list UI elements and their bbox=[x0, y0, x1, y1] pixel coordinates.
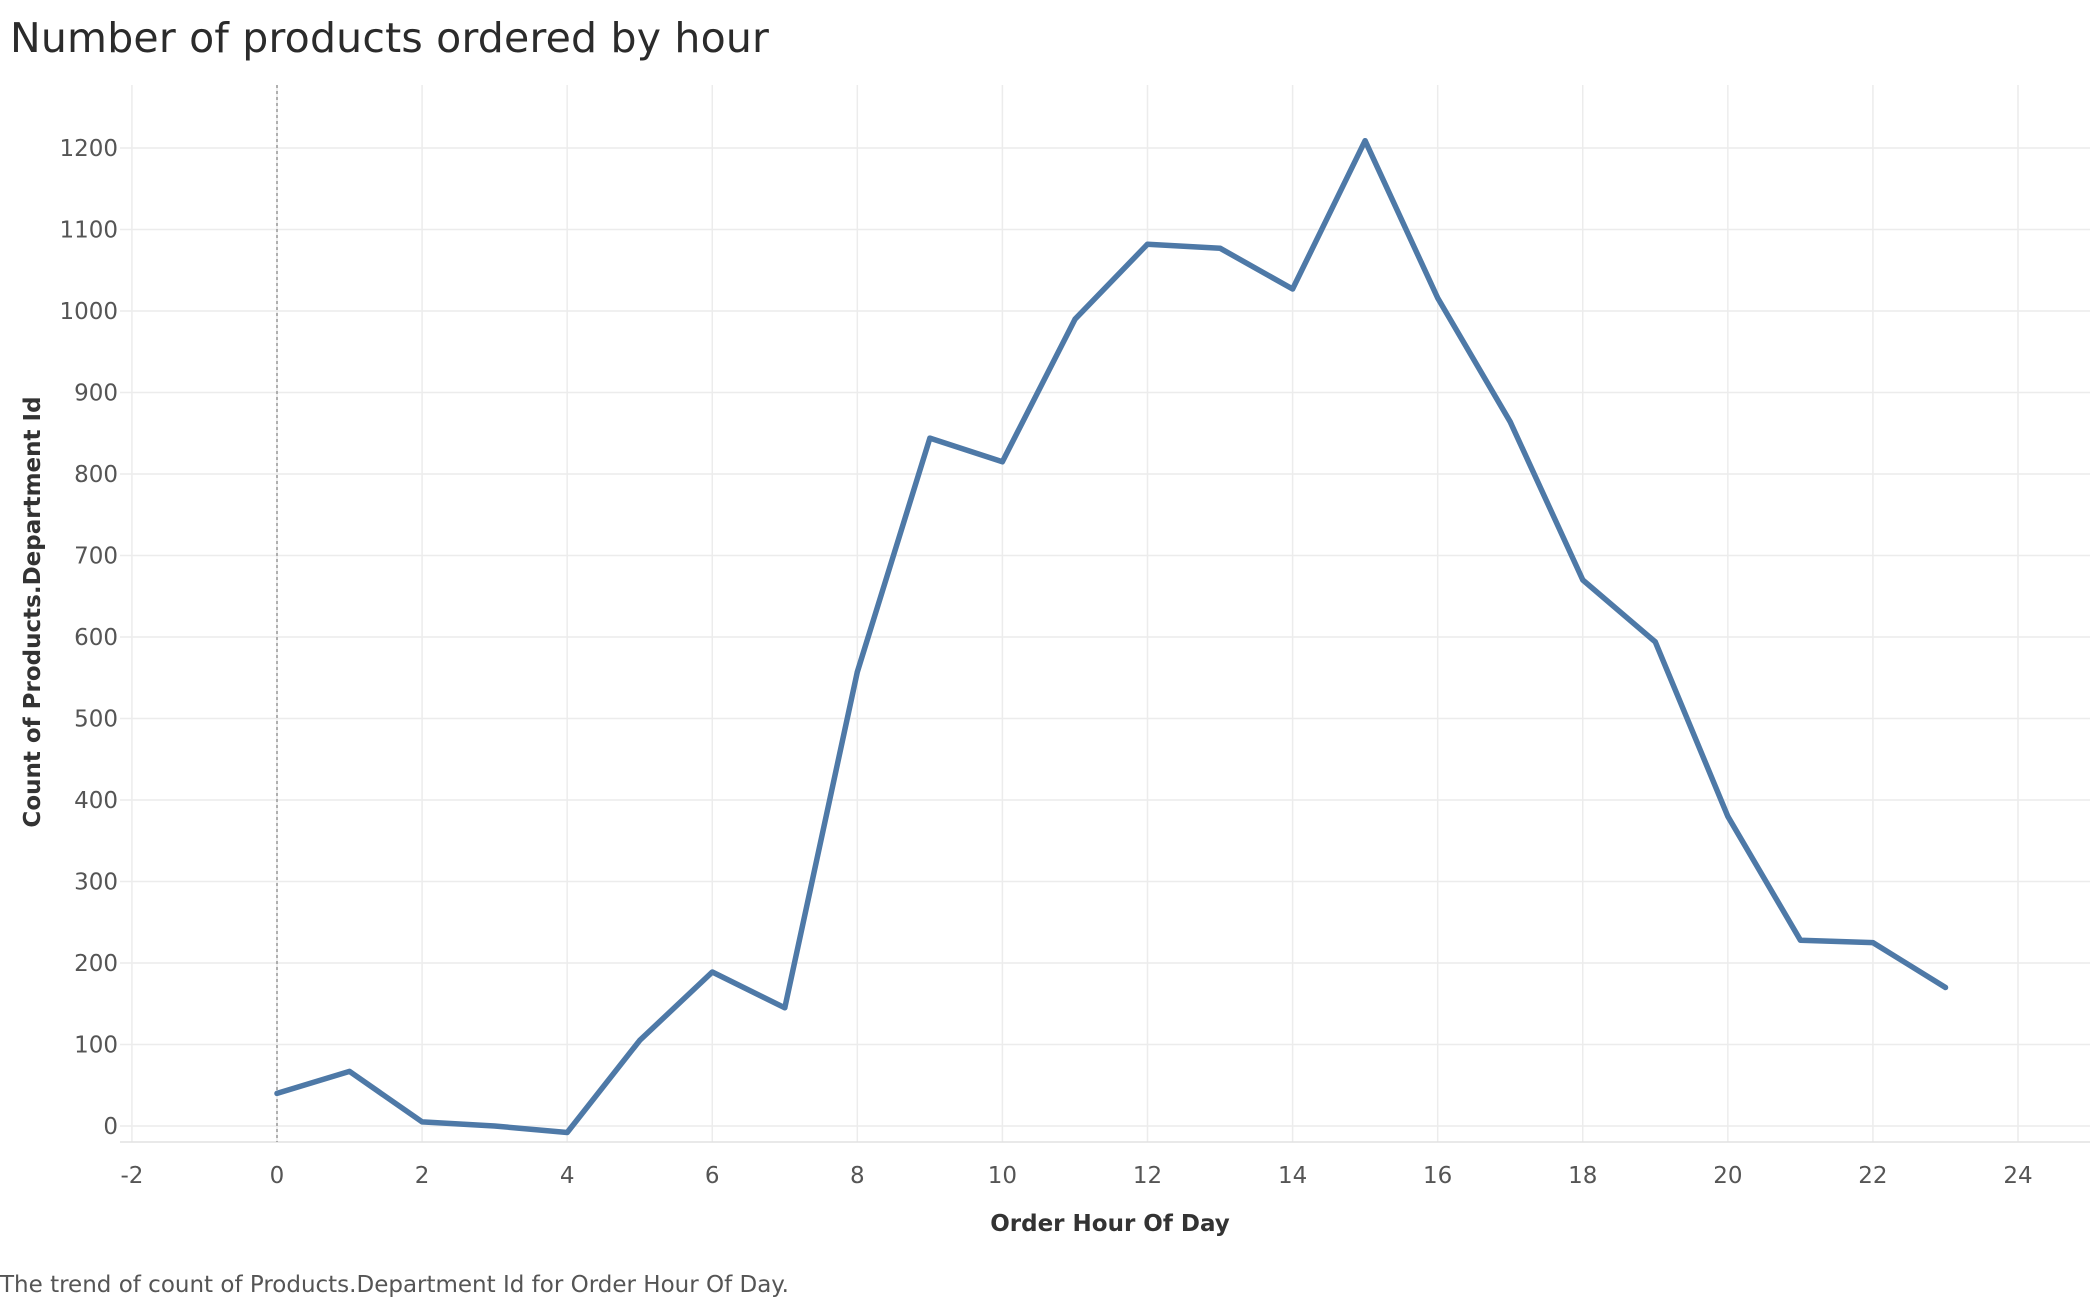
x-tick-label: 2 bbox=[415, 1163, 430, 1189]
data-point bbox=[782, 1005, 788, 1011]
data-point bbox=[1580, 577, 1586, 583]
x-axis-title: Order Hour Of Day bbox=[990, 1211, 1230, 1237]
x-tick-label: 24 bbox=[2003, 1163, 2032, 1189]
x-tick-label: 20 bbox=[1713, 1163, 1742, 1189]
y-tick-label: 900 bbox=[74, 381, 118, 407]
x-tick-label: 4 bbox=[560, 1163, 575, 1189]
y-tick-label: 100 bbox=[74, 1033, 118, 1059]
data-point bbox=[1942, 984, 1948, 990]
y-axis-ticks: 0 100 200 300 400 500 600 700 800 900 1000 1100 1200 bbox=[59, 136, 118, 1140]
y-tick-label: 1200 bbox=[59, 136, 118, 162]
y-tick-label: 200 bbox=[74, 951, 118, 977]
x-tick-label: 0 bbox=[270, 1163, 285, 1189]
chart-caption: The trend of count of Products.Departmen… bbox=[0, 1272, 789, 1298]
y-axis-title: Count of Products.Department Id bbox=[20, 396, 46, 827]
data-point bbox=[419, 1119, 425, 1125]
y-tick-label: 1100 bbox=[59, 218, 118, 244]
x-tick-label: 8 bbox=[850, 1163, 865, 1189]
data-point bbox=[274, 1090, 280, 1096]
data-point bbox=[1290, 286, 1296, 292]
data-point bbox=[1362, 138, 1368, 144]
chart-title: Number of products ordered by hour bbox=[10, 14, 770, 62]
data-point bbox=[1870, 940, 1876, 946]
data-point bbox=[927, 435, 933, 441]
data-point bbox=[854, 669, 860, 675]
data-point bbox=[564, 1130, 570, 1136]
x-tick-label: 22 bbox=[1858, 1163, 1887, 1189]
x-axis-ticks: -2 0 2 4 6 8 10 12 14 16 18 20 22 24 bbox=[120, 1163, 2032, 1189]
data-point bbox=[999, 459, 1005, 465]
grid bbox=[120, 85, 2090, 1143]
x-tick-label: 10 bbox=[988, 1163, 1017, 1189]
series-line bbox=[274, 137, 1949, 1136]
x-tick-label: 6 bbox=[705, 1163, 720, 1189]
y-tick-label: 500 bbox=[74, 707, 118, 733]
data-point bbox=[1435, 295, 1441, 301]
data-point bbox=[637, 1037, 643, 1043]
x-tick-label: 14 bbox=[1278, 1163, 1307, 1189]
y-tick-label: 300 bbox=[74, 870, 118, 896]
x-tick-label: 12 bbox=[1133, 1163, 1162, 1189]
data-point bbox=[1072, 316, 1078, 322]
y-tick-label: 600 bbox=[74, 625, 118, 651]
series-polyline bbox=[274, 137, 1949, 1136]
data-point bbox=[1145, 241, 1150, 247]
y-tick-label: 0 bbox=[103, 1114, 118, 1140]
y-tick-label: 800 bbox=[74, 462, 118, 488]
data-point bbox=[1507, 419, 1513, 425]
data-point bbox=[1725, 813, 1731, 819]
y-tick-label: 1000 bbox=[59, 299, 118, 325]
data-point bbox=[347, 1068, 353, 1074]
data-point bbox=[492, 1123, 498, 1129]
data-point bbox=[1797, 937, 1803, 943]
data-point bbox=[1217, 245, 1223, 251]
x-tick-label: 16 bbox=[1423, 1163, 1452, 1189]
data-point bbox=[709, 969, 715, 975]
x-tick-label: -2 bbox=[120, 1163, 143, 1189]
y-tick-label: 700 bbox=[74, 544, 118, 570]
x-tick-label: 18 bbox=[1568, 1163, 1597, 1189]
y-tick-label: 400 bbox=[74, 788, 118, 814]
data-point bbox=[1652, 639, 1658, 645]
